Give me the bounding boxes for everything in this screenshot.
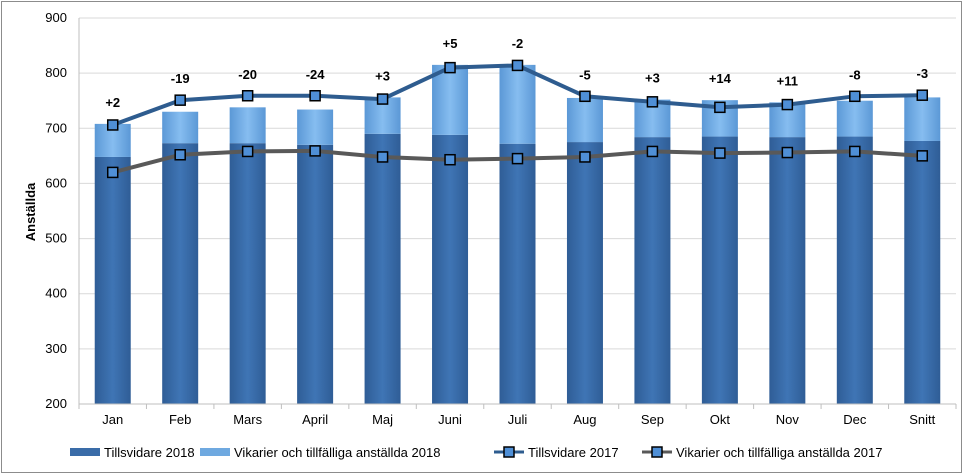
data-label: +3 (375, 68, 390, 83)
vikarier-2017-marker (579, 151, 591, 163)
x-tick-label: Maj (372, 412, 393, 427)
legend-label-tillsvidare-2017: Tillsvidare 2017 (528, 445, 619, 460)
vikarier-2017-marker (309, 145, 321, 157)
data-label: +5 (443, 36, 458, 51)
y-tick-label: 300 (45, 341, 67, 356)
data-label: -3 (916, 66, 928, 81)
bar-tillsvidare-2018 (836, 136, 873, 405)
y-tick-label: 700 (45, 120, 67, 135)
data-label: -24 (306, 67, 326, 82)
bar-vikarier-2018 (432, 64, 469, 135)
tillsvidare-2017-marker (174, 94, 186, 106)
bar-tillsvidare-2018 (162, 143, 199, 404)
vikarier-2017-marker (714, 147, 726, 159)
bar-tillsvidare-2018 (499, 143, 536, 404)
bar-vikarier-2018 (162, 111, 199, 144)
x-tick-label: Mars (233, 412, 262, 427)
bar-tillsvidare-2018 (432, 134, 469, 404)
data-label: -2 (512, 36, 524, 51)
y-tick-labels: 200 300 400 500 600 700 800 900 (45, 10, 67, 411)
vikarier-2017-marker (376, 151, 389, 163)
x-tick-label: April (302, 412, 328, 427)
x-tick-label: Jan (102, 412, 123, 427)
vikarier-2017-marker (849, 145, 861, 158)
y-tick-label: 400 (45, 286, 67, 301)
x-tick-label: Aug (573, 412, 596, 427)
tillsvidare-2017-marker (309, 90, 321, 102)
x-tick-label: Snitt (909, 412, 935, 427)
tillsvidare-2017-marker (916, 89, 929, 101)
tillsvidare-2017-marker (106, 119, 119, 131)
vikarier-2017-marker (646, 145, 659, 158)
x-tick-label: Sep (641, 412, 664, 427)
x-tick-label: Feb (169, 412, 191, 427)
x-tick-label: Nov (776, 412, 800, 427)
bar-tillsvidare-2018 (769, 137, 806, 404)
bar-tillsvidare-2018 (297, 144, 334, 405)
data-label: +11 (777, 73, 798, 88)
legend: Tillsvidare 2018 Vikarier och tillfälliga… (70, 445, 882, 460)
data-label: -19 (171, 71, 190, 86)
legend-label-vikarier-2017: Vikarier och tillfälliga anställda 2017 (676, 445, 882, 460)
bar-vikarier-2018 (566, 97, 603, 143)
y-tick-label: 600 (45, 175, 67, 190)
y-tick-label: 200 (45, 396, 67, 411)
x-tick-label: Dec (843, 412, 867, 427)
x-tick-label: Juni (438, 412, 462, 427)
bar-tillsvidare-2018 (364, 133, 401, 405)
vikarier-2017-marker (511, 152, 524, 165)
bar-vikarier-2018 (904, 97, 941, 141)
tillsvidare-2017-marker (646, 96, 659, 108)
legend-swatch-vikarier-2018 (200, 448, 230, 456)
x-axis: Jan Feb Mars April Maj Juni Juli Aug Sep Okt Nov De… (78, 403, 957, 427)
y-tick-label: 500 (45, 231, 67, 246)
vikarier-2017-marker (781, 146, 794, 159)
x-tick-label: Juli (508, 412, 528, 427)
tillsvidare-2017-marker (376, 93, 389, 105)
tillsvidare-2017-marker (849, 90, 861, 103)
y-tick-label: 800 (45, 65, 67, 80)
bar-tillsvidare-2018 (94, 156, 131, 404)
bar-vikarier-2018 (297, 109, 334, 145)
bar-vikarier-2018 (229, 107, 266, 144)
legend-label-tillsvidare-2018: Tillsvidare 2018 (104, 445, 195, 460)
bar-tillsvidare-2018 (634, 137, 671, 404)
bar-tillsvidare-2018 (229, 143, 266, 404)
tillsvidare-2017-marker (579, 90, 591, 103)
legend-marker-vikarier-2017 (651, 446, 663, 458)
lines (106, 59, 929, 179)
bar-tillsvidare-2018 (904, 140, 941, 404)
vikarier-2017-marker (106, 166, 119, 179)
tillsvidare-2017-marker (714, 101, 726, 114)
bar-tillsvidare-2018 (701, 136, 738, 405)
bar-vikarier-2018 (836, 100, 873, 137)
tillsvidare-2017-marker (511, 59, 524, 72)
tillsvidare-2017-marker (241, 90, 254, 102)
x-tick-label: Okt (710, 412, 731, 427)
data-label: +2 (105, 95, 120, 110)
vikarier-2017-marker (174, 149, 186, 161)
data-labels: +2 -19 -20 -24 +3 +5 -2 -5 +3 +14 +11 -8 -3 (105, 36, 928, 110)
tillsvidare-2017-marker (781, 98, 794, 111)
data-label: +3 (645, 71, 660, 86)
vikarier-2017-marker (241, 145, 254, 158)
y-tick-label: 900 (45, 10, 67, 25)
legend-swatch-tillsvidare-2018 (70, 448, 100, 456)
legend-marker-tillsvidare-2017 (503, 446, 515, 458)
data-label: -8 (849, 67, 861, 82)
bar-vikarier-2018 (499, 64, 536, 144)
data-label: -20 (238, 67, 257, 82)
legend-label-vikarier-2018: Vikarier och tillfälliga anställda 2018 (234, 445, 440, 460)
y-axis-label: Anställda (23, 182, 38, 241)
bars (94, 64, 941, 405)
data-label: -5 (579, 67, 591, 82)
vikarier-2017-marker (916, 150, 929, 162)
vikarier-2017-marker (444, 153, 456, 166)
bar-tillsvidare-2018 (566, 142, 603, 405)
data-label: +14 (709, 71, 732, 86)
tillsvidare-2017-marker (444, 61, 456, 74)
